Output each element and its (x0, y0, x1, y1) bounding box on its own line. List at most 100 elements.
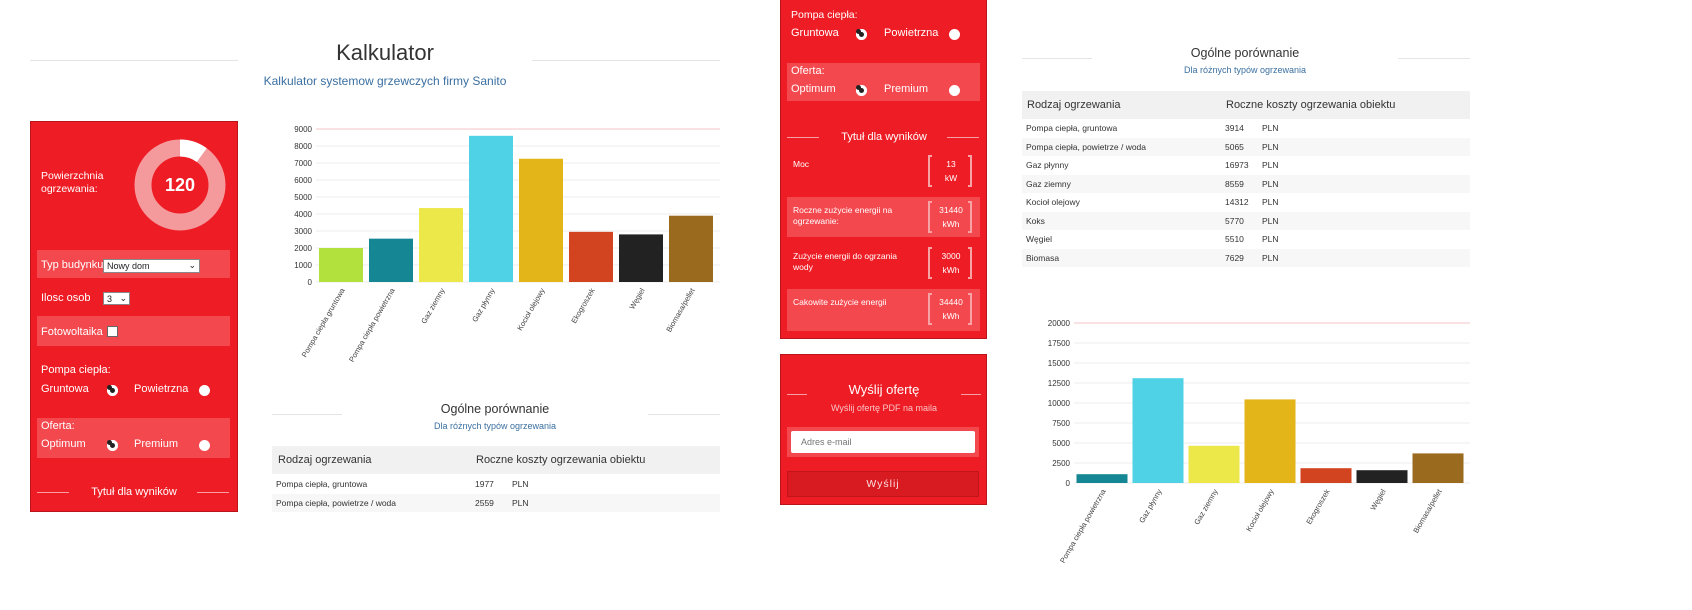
result-label: Zużycie energii do ogrzania wody (793, 251, 897, 272)
result-bracket (928, 155, 932, 187)
results-rule-left (37, 492, 69, 493)
pv-checkbox[interactable] (107, 326, 118, 337)
table-row: Węgiel 5510 PLN (1022, 230, 1470, 248)
table-row: Koks 5770 PLN (1022, 211, 1470, 230)
row-type: Pompa ciepła, powietrze / woda (276, 497, 397, 508)
pv-row (37, 316, 230, 346)
y-tick-label: 2500 (1052, 459, 1070, 468)
chevron-down-icon: ⌄ (188, 260, 196, 270)
persons-select[interactable]: 3 ⌄ (103, 292, 130, 305)
result-bracket (928, 293, 932, 325)
heat-pump-ground-radio-2[interactable] (856, 29, 867, 40)
y-tick-label: 2000 (294, 244, 312, 253)
heat-pump-option-air-2: Powietrzna (884, 27, 939, 39)
heat-pump-air-radio-2[interactable] (949, 29, 960, 40)
row-currency: PLN (1262, 178, 1279, 189)
comparison-rule-left (272, 414, 342, 415)
table-row: Kocioł olejowy 14312 PLN (1022, 193, 1470, 211)
bar[interactable] (1244, 399, 1296, 483)
bar[interactable] (469, 135, 513, 282)
header-rule-right (532, 60, 720, 61)
area-donut[interactable]: 120 (133, 138, 227, 232)
heat-pump-option-ground: Gruntowa (41, 383, 89, 395)
result-label: Cakowite zużycie energii (793, 297, 887, 307)
results-rule-right-2 (947, 137, 979, 138)
row-type: Gaz płynny (1026, 160, 1069, 170)
x-tick-label: Ekogroszek (1304, 487, 1332, 526)
result-value: 31440 (939, 205, 963, 215)
x-tick-label: Pompa ciepła gruntowa (300, 286, 347, 359)
bar[interactable] (419, 208, 463, 282)
bar[interactable] (319, 248, 363, 282)
x-tick-label: Pompa ciepła powietrzna (347, 286, 397, 364)
bar[interactable] (1300, 468, 1352, 483)
offer-option-optimum-2: Optimum (791, 83, 836, 95)
offer-optimum-radio-2[interactable] (856, 85, 867, 96)
results-panel: Pompa ciepła: Gruntowa Powietrzna Oferta… (780, 0, 987, 339)
row-type: Pompa ciepła, powietrze / woda (1026, 141, 1147, 152)
y-tick-label: 3000 (294, 227, 312, 236)
y-tick-label: 17500 (1048, 339, 1071, 348)
offer-option-optimum: Optimum (41, 438, 86, 450)
y-tick-label: 0 (1066, 479, 1071, 488)
result-bracket (968, 247, 972, 279)
offer-optimum-radio[interactable] (107, 440, 118, 451)
bar[interactable] (1132, 378, 1184, 483)
send-rule-left (787, 394, 807, 395)
comparison-table-header: Rodzaj ogrzewania Roczne koszty ogrzewan… (272, 446, 720, 474)
table-row: Pompa ciepła, powietrze / woda 5065 PLN (1022, 137, 1470, 156)
results-title-2: Tytuł dla wyników (841, 131, 927, 143)
y-tick-label: 15000 (1048, 359, 1071, 368)
col-cost-header-2: Roczne koszty ogrzewania obiektu (1226, 99, 1396, 111)
row-cost: 16973 (1225, 160, 1249, 170)
comparison-rule-right-2 (1398, 58, 1470, 59)
y-tick-label: 1000 (294, 261, 312, 270)
offer-option-premium: Premium (134, 438, 179, 450)
bar[interactable] (369, 238, 413, 282)
persons-value: 3 (107, 294, 113, 304)
table-row: Pompa ciepła, gruntowa 1977 PLN (272, 475, 720, 493)
page-subtitle: Kalkulator systemow grzewczych firmy San… (263, 74, 507, 88)
row-type: Pompa ciepła, gruntowa (1026, 123, 1118, 133)
comparison-rule-left-2 (1022, 58, 1092, 59)
bar[interactable] (569, 231, 613, 282)
comparison-rule-right (648, 414, 720, 415)
bar[interactable] (1412, 453, 1464, 483)
x-tick-label: Biomasa/pellet (664, 286, 697, 334)
col-type-header-2: Rodzaj ogrzewania (1027, 99, 1121, 111)
result-bracket (928, 247, 932, 279)
email-input[interactable] (791, 431, 975, 453)
row-currency: PLN (1262, 234, 1279, 244)
row-cost: 5770 (1225, 215, 1244, 226)
row-currency: PLN (1262, 141, 1279, 152)
heat-pump-label: Pompa ciepła: (41, 364, 111, 376)
bar[interactable] (1188, 445, 1240, 483)
bar[interactable] (1356, 470, 1408, 483)
row-type: Gaz ziemny (1026, 178, 1071, 189)
bar[interactable] (519, 158, 563, 282)
result-band (787, 197, 980, 237)
x-tick-label: Węgiel (627, 286, 646, 311)
heat-pump-air-radio[interactable] (199, 385, 210, 396)
y-tick-label: 7500 (1052, 419, 1070, 428)
results-title: Tytuł dla wyników (91, 486, 177, 498)
x-tick-label: Kocioł olejowy (1244, 487, 1276, 533)
area-value: 120 (165, 175, 195, 195)
y-tick-label: 9000 (294, 125, 312, 134)
table-row: Biomasa 7629 PLN (1022, 248, 1470, 267)
result-unit: kWh (942, 265, 960, 275)
building-type-select[interactable]: Nowy dom ⌄ (103, 259, 200, 273)
bar[interactable] (669, 215, 713, 282)
bar[interactable] (1076, 474, 1128, 483)
heat-pump-ground-radio[interactable] (107, 385, 118, 396)
x-tick-label: Pompa ciepła powietrzna (1058, 487, 1108, 564)
offer-premium-radio[interactable] (199, 440, 210, 451)
offer-label: Oferta: (41, 420, 75, 432)
offer-premium-radio-2[interactable] (949, 85, 960, 96)
area-donut-fill (134, 139, 226, 231)
row-type: Kocioł olejowy (1026, 197, 1080, 207)
row-cost: 3914 (1225, 123, 1244, 133)
bar[interactable] (619, 234, 663, 282)
row-currency: PLN (1262, 123, 1279, 133)
send-button[interactable]: Wyślij (787, 471, 979, 497)
